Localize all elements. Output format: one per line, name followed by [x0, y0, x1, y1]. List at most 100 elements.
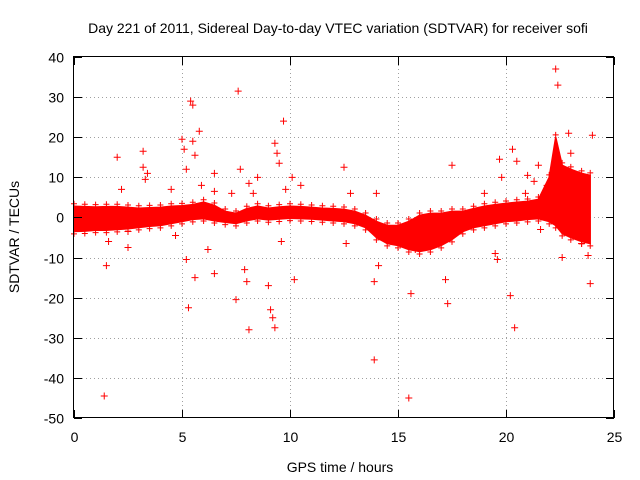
outlier-point: [195, 127, 203, 135]
band-edge-marker: [114, 201, 121, 208]
data-points: [71, 65, 596, 402]
band-edge-marker: [243, 203, 250, 210]
outlier-point: [184, 304, 192, 312]
outlier-point: [275, 159, 283, 167]
outlier-point: [141, 175, 149, 183]
y-tick-label: -10: [44, 251, 64, 267]
outlier-point: [442, 276, 450, 284]
outlier-point: [210, 270, 218, 278]
outlier-point: [124, 244, 132, 252]
band-edge-marker: [578, 167, 585, 174]
band-edge-marker: [308, 202, 315, 209]
band-edge-marker: [481, 224, 488, 231]
outlier-point: [172, 231, 180, 239]
outlier-point: [513, 157, 521, 165]
outlier-point: [370, 278, 378, 286]
outlier-point: [411, 246, 419, 254]
axes: 40 30 20 10 0 -10 -20 -30 -40 -50 0 5 10 15 20 25: [44, 50, 623, 446]
y-tick-label: 20: [48, 130, 64, 146]
band-edge-marker: [416, 210, 423, 217]
dense-data-band: [73, 137, 591, 253]
outlier-point: [241, 266, 249, 274]
outlier-point: [245, 326, 253, 334]
x-tick-label: 15: [391, 429, 407, 445]
band-edge-marker: [146, 225, 153, 232]
outlier-point: [530, 177, 538, 185]
band-edge-marker: [103, 201, 110, 208]
outlier-point: [228, 189, 236, 197]
outlier-point: [290, 276, 298, 284]
x-tick-label: 25: [607, 429, 623, 445]
band-edge-marker: [308, 218, 315, 225]
band-edge-marker: [211, 220, 218, 227]
band-edge-marker: [524, 218, 531, 225]
outlier-point: [197, 181, 205, 189]
band-edge-marker: [243, 220, 250, 227]
outlier-point: [182, 256, 190, 264]
grid-lines: [74, 57, 614, 418]
band-edge-marker: [535, 218, 542, 225]
y-tick-label: 10: [48, 170, 64, 186]
y-tick-label: -50: [44, 411, 64, 427]
outlier-point: [269, 314, 277, 322]
band-edge-marker: [233, 208, 239, 215]
outlier-point: [243, 278, 251, 286]
outlier-point: [210, 187, 218, 195]
outlier-point: [521, 189, 529, 197]
outlier-point: [496, 155, 504, 163]
outlier-point: [178, 135, 186, 143]
outlier-point: [105, 238, 113, 246]
outlier-point: [124, 227, 132, 235]
outlier-point: [182, 165, 190, 173]
band-edge-marker: [319, 219, 326, 226]
band-edge-marker: [233, 222, 239, 229]
outlier-point: [565, 129, 573, 137]
outlier-point: [204, 246, 212, 254]
outlier-point: [346, 189, 354, 197]
band-edge-marker: [265, 219, 272, 226]
band-edge-marker: [362, 226, 369, 233]
band-edge-marker: [254, 218, 261, 225]
outlier-point: [102, 262, 110, 270]
band-edge-marker: [459, 206, 466, 213]
band-edge-marker: [125, 202, 131, 209]
band-edge-marker: [92, 201, 99, 208]
band-edge-marker: [535, 193, 542, 200]
outlier-point: [586, 280, 594, 288]
outlier-point: [342, 240, 350, 248]
outlier-point: [271, 324, 279, 332]
x-tick-label: 20: [499, 429, 515, 445]
band-edge-marker: [157, 224, 164, 231]
y-axis-label: SDTVAR / TECUs: [6, 181, 22, 293]
band-edge-marker: [503, 197, 509, 204]
chart-title: Day 221 of 2011, Sidereal Day-to-day VTE…: [88, 20, 588, 36]
outlier-point: [191, 151, 199, 159]
outlier-point: [187, 97, 195, 105]
band-edge-marker: [200, 196, 207, 203]
outlier-point: [567, 149, 575, 157]
band-edge-marker: [513, 196, 520, 203]
band-edge-marker: [341, 220, 347, 227]
outlier-point: [448, 161, 456, 169]
band-edge-marker: [373, 216, 380, 223]
band-edge-marker: [384, 220, 391, 227]
outlier-point: [370, 356, 378, 364]
band-edge-marker: [395, 244, 401, 251]
outlier-point: [534, 161, 542, 169]
y-tick-label: -40: [44, 371, 64, 387]
x-tick-label: 10: [283, 429, 299, 445]
outlier-point: [180, 145, 188, 153]
band-edge-marker: [427, 248, 434, 255]
band-edge-marker: [341, 204, 347, 211]
band-edge-marker: [135, 202, 142, 209]
band-edge-marker: [319, 202, 326, 209]
outlier-point: [511, 324, 519, 332]
outlier-point: [267, 306, 275, 314]
band-edge-marker: [416, 250, 423, 257]
band-edge-marker: [405, 216, 412, 223]
x-axis-label: GPS time / hours: [287, 459, 394, 475]
y-tick-label: 40: [48, 50, 64, 66]
outlier-point: [524, 171, 532, 179]
outlier-point: [491, 250, 499, 258]
